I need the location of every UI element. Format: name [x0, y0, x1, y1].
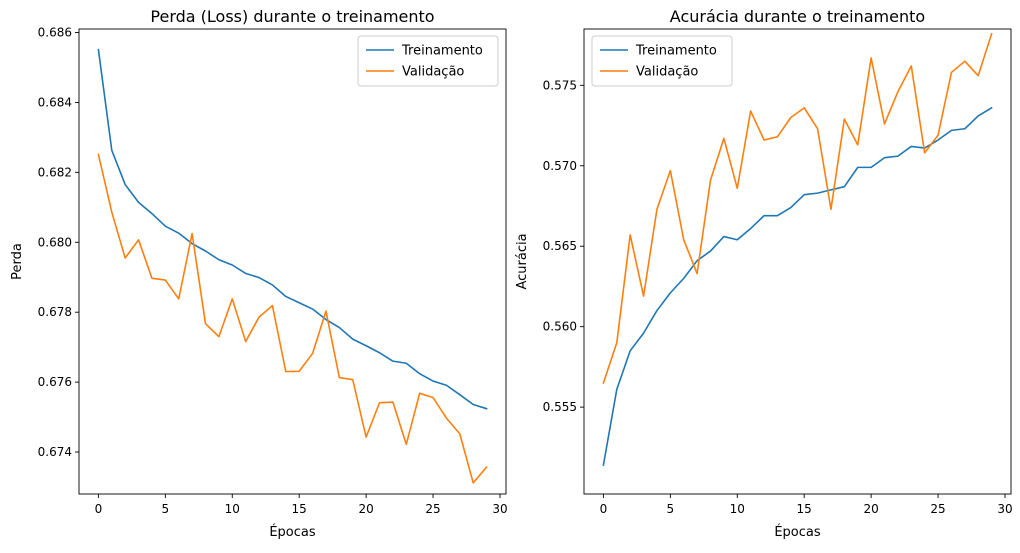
x-tick-label: 15	[292, 502, 307, 516]
y-tick-label: 0.570	[543, 159, 577, 173]
y-tick-label: 0.686	[38, 25, 72, 39]
y-tick-label: 0.676	[38, 375, 72, 389]
y-axis-label: Acurácia	[515, 233, 530, 289]
x-tick-label: 10	[225, 502, 240, 516]
y-tick-label: 0.575	[543, 78, 577, 92]
axes-frame	[78, 28, 507, 495]
x-axis-label: Épocas	[774, 524, 821, 540]
x-tick-label: 0	[95, 502, 103, 516]
y-axis-label: Perda	[10, 243, 25, 280]
legend: Treinamento Validação	[357, 35, 499, 87]
y-tick-label: 0.565	[543, 239, 577, 253]
x-tick-label: 5	[162, 502, 170, 516]
x-tick-label: 20	[863, 502, 878, 516]
x-axis-label: Épocas	[269, 524, 316, 540]
axes-frame	[583, 28, 1012, 495]
y-tick-label: 0.684	[38, 95, 72, 109]
y-tick-label: 0.680	[38, 235, 72, 249]
chart-title: Acurácia durante o treinamento	[670, 7, 925, 26]
series-line-treinamento	[602, 106, 993, 466]
x-tick-label: 30	[997, 502, 1012, 516]
legend-label: Validação	[402, 65, 464, 80]
y-tick-label: 0.678	[38, 305, 72, 319]
legend-label: Validação	[636, 65, 698, 80]
series-line-valida-o	[97, 153, 488, 484]
chart-title: Perda (Loss) durante o treinamento	[150, 7, 434, 26]
x-tick-label: 5	[667, 502, 675, 516]
y-tick-label: 0.560	[543, 320, 577, 334]
legend-label: Treinamento	[401, 44, 483, 59]
series-line-valida-o	[602, 32, 993, 384]
legend-box	[591, 35, 733, 87]
x-tick-label: 25	[425, 502, 440, 516]
legend-label: Treinamento	[635, 44, 717, 59]
x-tick-label: 25	[930, 502, 945, 516]
legend-box	[357, 35, 499, 87]
y-tick-label: 0.682	[38, 165, 72, 179]
x-tick-label: 20	[358, 502, 373, 516]
x-tick-label: 15	[797, 502, 812, 516]
chart-0: 0 5 10 15 20 25 30 0.674 0.676 0.678 0.680 0.682 0.6…	[10, 7, 508, 540]
chart-1: 0 5 10 15 20 25 30 0.555 0.560 0.565 0.570 0.575 Acu…	[515, 7, 1013, 540]
legend: Treinamento Validação	[591, 35, 733, 87]
y-tick-label: 0.674	[38, 445, 72, 459]
x-tick-label: 10	[730, 502, 745, 516]
y-tick-label: 0.555	[543, 400, 577, 414]
x-tick-label: 30	[492, 502, 507, 516]
x-tick-label: 0	[600, 502, 608, 516]
series-line-treinamento	[97, 48, 488, 410]
